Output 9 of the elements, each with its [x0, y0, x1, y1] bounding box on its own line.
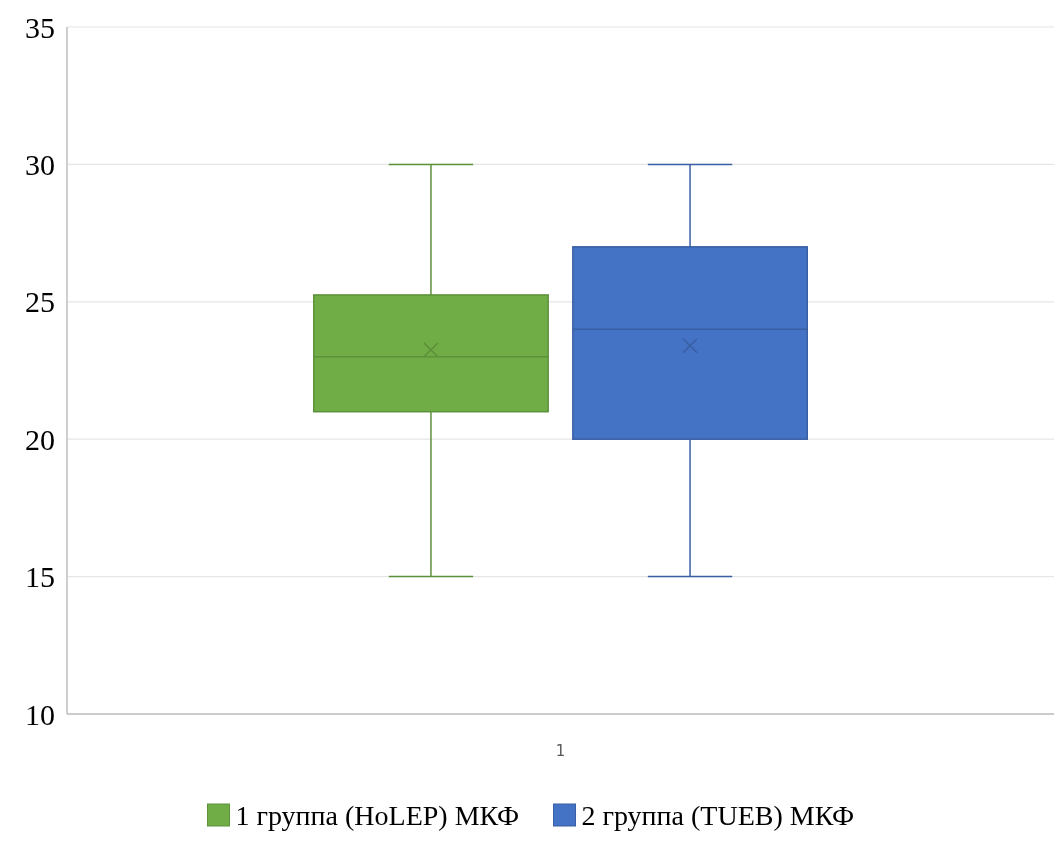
legend-label: 1 группа (HoLEP) МКФ — [235, 799, 520, 831]
y-tick-label: 10 — [25, 697, 55, 731]
y-tick-label: 20 — [25, 422, 55, 456]
x-tick-label: 1 — [555, 742, 566, 760]
y-tick-label: 15 — [25, 560, 55, 594]
y-tick-label: 35 — [25, 10, 55, 44]
y-tick-label: 30 — [25, 147, 55, 181]
y-tick-label: 25 — [25, 285, 55, 319]
legend-label: 2 группа (TUEB) МКФ — [581, 799, 855, 831]
